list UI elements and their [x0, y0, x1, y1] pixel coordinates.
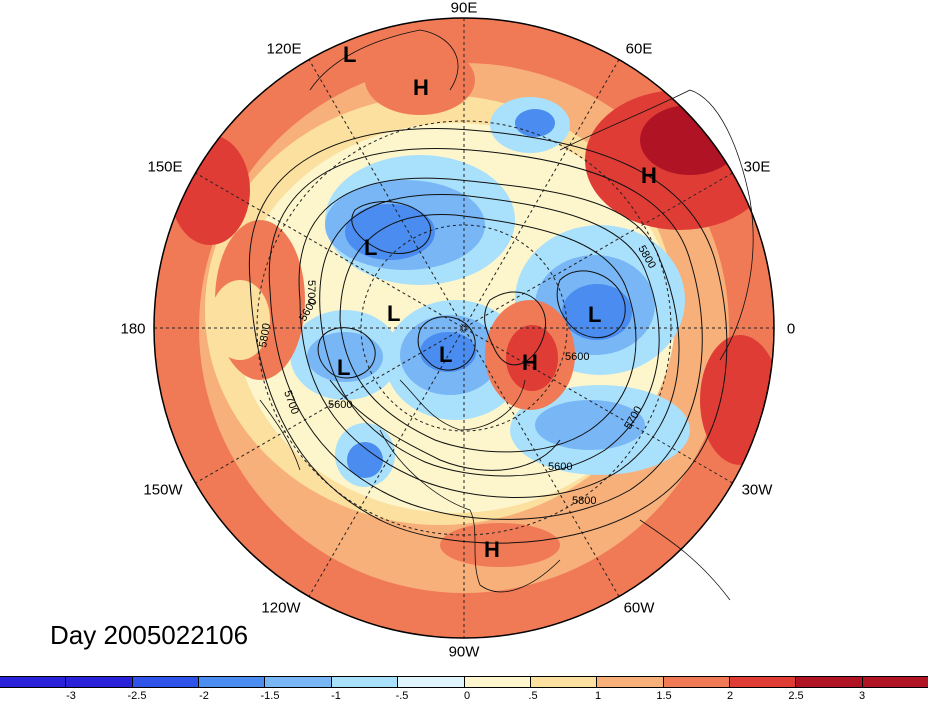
coastlines	[259, 29, 754, 601]
latitude-circle	[360, 224, 568, 432]
meridian-line	[195, 172, 733, 484]
colorbar-tick: 1.5	[656, 690, 672, 702]
colorbar-swatch	[862, 677, 928, 687]
colorbar-swatch	[398, 677, 465, 687]
colorbar-swatch	[530, 677, 598, 687]
longitude-label: 30W	[741, 481, 773, 499]
colorbar-ticks: -3 -2.5 -2 -1.5 -1 -.5 0 .5 1 1.5 2 2.5 …	[0, 690, 928, 702]
longitude-label: 180	[120, 320, 146, 338]
pressure-marker: L	[588, 302, 601, 327]
pressure-marker-group: L H H L L L L H L H	[337, 42, 657, 562]
colorbar	[0, 676, 928, 688]
colorbar-tick: -2	[199, 690, 209, 702]
colorbar-swatch	[66, 677, 133, 687]
graticule	[154, 18, 774, 638]
colorbar-tick: 2	[726, 690, 734, 702]
colorbar-swatch	[729, 677, 797, 687]
contour-label: 5700	[305, 280, 317, 304]
colorbar-swatch	[796, 677, 863, 687]
pressure-marker: H	[641, 163, 657, 188]
longitude-label: 90W	[448, 643, 480, 661]
meridian-line	[308, 59, 620, 597]
date-caption: Day 2005022106	[50, 620, 249, 650]
pressure-marker: L	[343, 42, 356, 67]
colorbar-swatch	[597, 677, 664, 687]
pressure-marker: L	[439, 342, 452, 367]
longitude-label: 30E	[743, 158, 771, 176]
pressure-marker: L	[387, 301, 400, 326]
contour-label: 5800	[572, 495, 596, 507]
colorbar-tick: 0	[463, 690, 471, 702]
longitude-label: 120E	[266, 40, 302, 58]
contour-label: 5600	[328, 399, 352, 411]
pressure-marker: H	[484, 537, 500, 562]
meridian-line	[308, 59, 620, 597]
contour-label: 5600	[548, 461, 572, 473]
contour-label: 5600	[565, 351, 589, 363]
colorbar-swatch	[199, 677, 266, 687]
longitude-label: 60W	[623, 599, 655, 617]
meridian-line	[195, 172, 733, 484]
longitude-label: 60E	[625, 40, 653, 58]
pressure-marker: L	[364, 235, 377, 260]
height-contours	[248, 128, 728, 544]
pressure-marker: H	[522, 350, 538, 375]
colorbar-tick: 1	[594, 690, 602, 702]
colorbar-tick: -1.5	[260, 690, 280, 702]
colorbar-swatch	[331, 677, 399, 687]
longitude-label: 90E	[450, 0, 478, 17]
contour-label: 5800	[257, 322, 273, 348]
colorbar-tick: -2.5	[127, 690, 147, 702]
longitude-label: 150W	[143, 481, 183, 499]
pressure-marker: L	[337, 355, 350, 380]
colorbar-swatch	[132, 677, 200, 687]
longitude-label: 0	[786, 320, 796, 338]
colorbar-swatch	[464, 677, 531, 687]
longitude-label: 150E	[147, 158, 183, 176]
colorbar-tick: 3	[858, 690, 866, 702]
colorbar-tick: -.5	[395, 690, 409, 702]
colorbar-swatch	[265, 677, 332, 687]
colorbar-swatch	[663, 677, 730, 687]
colorbar-tick: -1	[331, 690, 341, 702]
colorbar-tick: -3	[66, 690, 76, 702]
longitude-label: 120W	[261, 599, 301, 617]
pressure-marker: H	[413, 75, 429, 100]
colorbar-swatch	[0, 677, 67, 687]
colorbar-tick: .5	[528, 690, 538, 702]
colorbar-tick: 2.5	[788, 690, 804, 702]
map-boundary	[153, 17, 775, 639]
